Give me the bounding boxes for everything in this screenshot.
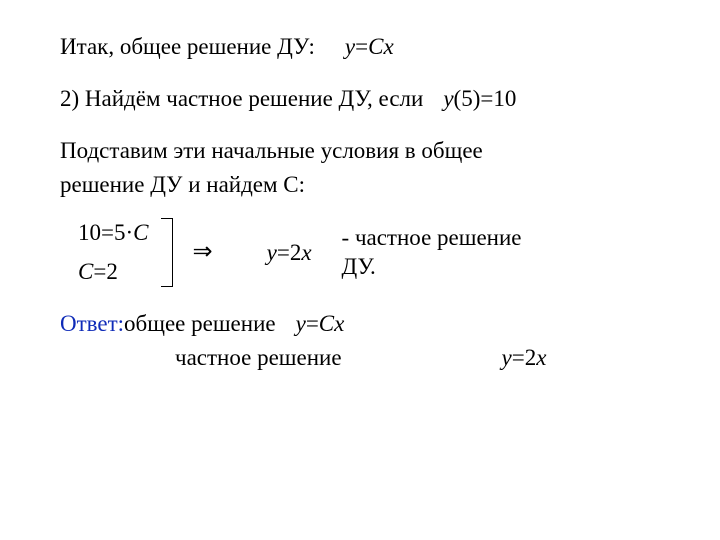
- ans-gen-y: y: [296, 309, 306, 339]
- line-substitute-a: Подставим эти начальные условия в общее: [60, 136, 660, 166]
- calc1-dot: ·: [125, 218, 133, 248]
- answer-particular-text: частное решение: [175, 343, 342, 373]
- ans-part-y: y: [502, 343, 512, 373]
- text-find-particular: 2) Найдём частное решение ДУ, если: [60, 84, 423, 114]
- cond-paren-close: ): [473, 84, 481, 114]
- result-description: - частное решение ДУ.: [342, 223, 522, 283]
- ans-part-eq: =: [512, 343, 525, 373]
- calc2-rhs: 2: [106, 257, 118, 287]
- line-general-solution: Итак, общее решение ДУ: y = C x: [60, 32, 660, 62]
- ans-gen-eq: =: [306, 309, 319, 339]
- res-eq: =: [277, 238, 290, 268]
- res-x: x: [301, 238, 311, 268]
- implies-arrow-icon: ⇒: [193, 237, 213, 268]
- answer-general-text: общее решение: [124, 309, 276, 339]
- line-substitute-b: решение ДУ и найдем С:: [60, 170, 660, 200]
- ans-part-coef: 2: [525, 343, 537, 373]
- eq-C: C: [368, 32, 383, 62]
- result-equation: y = 2 x: [267, 238, 312, 268]
- right-bracket-icon: [161, 218, 173, 288]
- eq-equals: =: [355, 32, 368, 62]
- calc1-eq: =: [101, 218, 114, 248]
- eq-y: y: [345, 32, 355, 62]
- line-find-particular: 2) Найдём частное решение ДУ, если y ( 5…: [60, 84, 660, 114]
- calc-row-1: 10 = 5 · C: [78, 218, 149, 248]
- calc-row-2: C = 2: [78, 257, 149, 287]
- equation-column: 10 = 5 · C C = 2: [78, 218, 149, 288]
- res-y: y: [267, 238, 277, 268]
- cond-y: y: [443, 84, 453, 114]
- cond-equals: =: [480, 84, 493, 114]
- calc2-lhs: C: [78, 257, 93, 287]
- cond-val: 10: [493, 84, 516, 114]
- calc1-C: C: [133, 218, 148, 248]
- answer-particular: частное решение y = 2 x: [175, 343, 660, 373]
- calc1-lhs: 10: [78, 218, 101, 248]
- desc-2: ДУ.: [342, 252, 522, 282]
- answer-general: Ответ: общее решение y = C x: [60, 309, 660, 339]
- eq-x: x: [383, 32, 393, 62]
- calculation-block: 10 = 5 · C C = 2 ⇒ y = 2 x - частное реш…: [78, 218, 660, 288]
- ans-gen-C: C: [319, 309, 334, 339]
- ans-gen-x: x: [334, 309, 344, 339]
- ans-part-x: x: [536, 343, 546, 373]
- calc2-eq: =: [93, 257, 106, 287]
- cond-paren-open: (: [454, 84, 462, 114]
- cond-arg: 5: [461, 84, 473, 114]
- res-coef: 2: [290, 238, 302, 268]
- answer-label: Ответ:: [60, 309, 124, 339]
- desc-1: - частное решение: [342, 223, 522, 253]
- calc1-rhs-a: 5: [114, 218, 126, 248]
- text-general-solution: Итак, общее решение ДУ:: [60, 32, 315, 62]
